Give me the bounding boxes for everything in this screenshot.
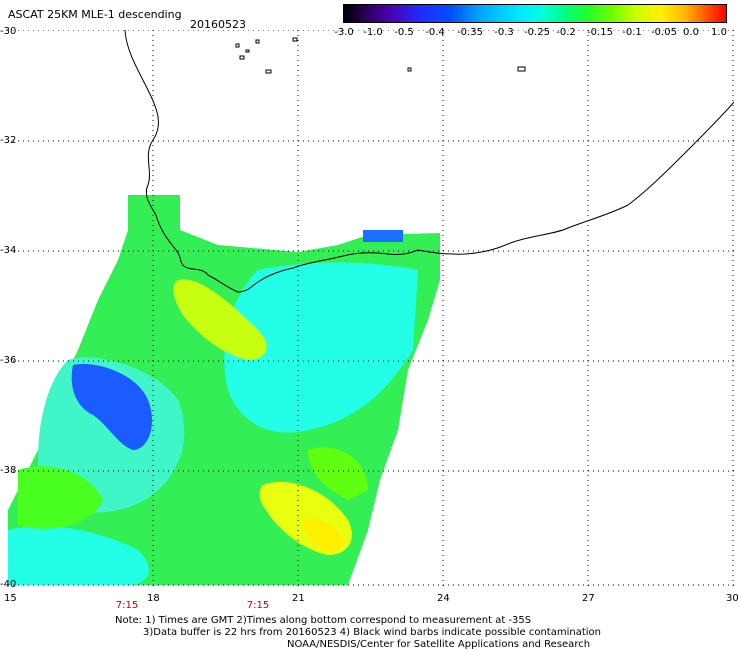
green-region [18,466,103,529]
lat-label: -36 [0,355,17,366]
blue-region [71,364,153,450]
yellow-region [303,518,344,552]
lon-label: 24 [437,593,450,604]
lat-label: -32 [0,135,17,146]
time-label: 7:15 [246,600,270,611]
cyan-region [224,262,418,433]
wind-map [8,30,734,587]
lon-label: 27 [582,593,595,604]
color-scale-bar [343,4,727,23]
blue-region [363,230,403,242]
colorbar-label: 1.0 [711,27,727,38]
time-label: 7:15 [115,600,139,611]
lat-label: -34 [0,245,17,256]
colorbar-label: 0.0 [683,27,699,38]
island [235,37,526,74]
colorbar-label: -0.25 [524,27,550,38]
colorbar-label: -0.05 [651,27,677,38]
product-date: 20160523 [190,18,246,31]
footnote-credit: NOAA/NESDIS/Center for Satellite Applica… [287,639,591,650]
colorbar-label: -0.5 [394,27,414,38]
colorbar-label: -1.0 [363,27,383,38]
colorbar-label: -0.4 [425,27,445,38]
colorbar-label: -3.0 [334,27,354,38]
footnote-line: 3)Data buffer is 22 hrs from 20160523 4)… [143,627,601,638]
yellow-region [173,279,267,360]
footnote-line: Note: 1) Times are GMT 2)Times along bot… [115,615,532,626]
cyan-region [8,526,149,585]
lon-label: 15 [4,593,17,604]
colorbar-label: -0.2 [556,27,576,38]
colorbar-label: -0.1 [622,27,642,38]
colorbar-label: -0.3 [494,27,514,38]
lon-label: 21 [292,593,305,604]
green-region [308,447,368,500]
lat-label: -30 [0,26,17,37]
product-title: ASCAT 25KM MLE-1 descending [8,8,182,21]
lat-label: -40 [0,579,17,590]
grid [8,30,734,587]
colorbar-label: -0.15 [587,27,613,38]
lon-label: 30 [726,593,739,604]
coastline [124,30,734,293]
colorbar-label: -0.35 [457,27,483,38]
lon-label: 18 [147,593,160,604]
lat-label: -38 [0,465,17,476]
